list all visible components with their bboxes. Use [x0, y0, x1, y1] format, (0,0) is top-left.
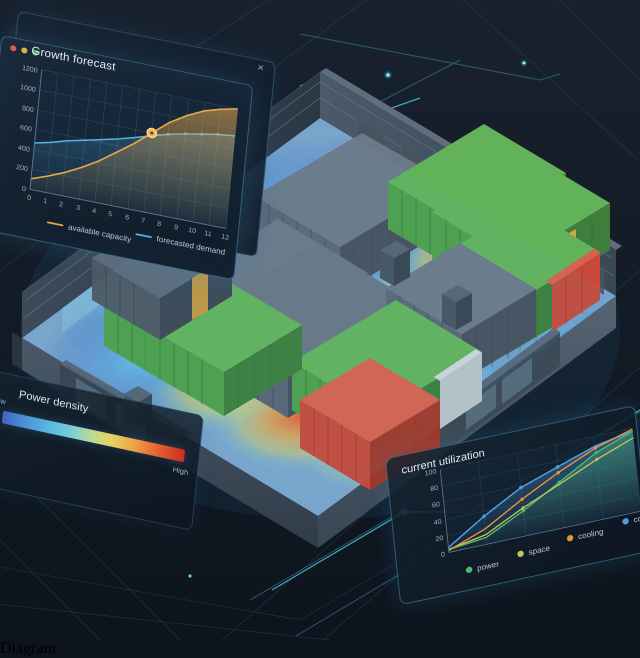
rack-row-green-h2 [146, 279, 302, 416]
close-icon[interactable]: × [256, 61, 265, 75]
current-utilization-chart: 0 20 40 60 80 100 power space cooling c [424, 427, 640, 573]
svg-text:0: 0 [27, 195, 32, 203]
legend-power: power [477, 559, 500, 572]
legend-cost: cost [633, 512, 640, 524]
growth-forecast-window: Growth forecast [0, 35, 254, 281]
svg-text:80: 80 [430, 485, 439, 493]
svg-text:1: 1 [43, 198, 48, 206]
svg-text:60: 60 [432, 501, 441, 509]
svg-text:4: 4 [92, 208, 97, 216]
power-density-gradient-bar [1, 410, 186, 463]
growth-forecast-panel[interactable]: × Growth forecast [0, 8, 277, 304]
svg-text:3: 3 [76, 205, 81, 213]
svg-text:600: 600 [20, 124, 32, 133]
power-density-title: Power density [18, 388, 89, 416]
svg-text:800: 800 [22, 105, 34, 114]
current-utilization-panel[interactable]: current utilization [385, 404, 640, 640]
svg-text:400: 400 [18, 145, 30, 154]
legend-available-capacity: available capacity [68, 223, 132, 244]
datacenter-visualization: × Growth forecast [0, 0, 640, 640]
power-density-high-label: High [172, 464, 189, 477]
svg-text:6: 6 [125, 214, 130, 222]
legend-forecasted-demand: forecasted demand [156, 234, 225, 256]
svg-text:20: 20 [435, 535, 444, 543]
svg-text:1200: 1200 [22, 65, 38, 75]
window-close-dot[interactable] [10, 44, 17, 52]
svg-text:2: 2 [59, 201, 64, 209]
svg-text:1000: 1000 [20, 84, 36, 94]
svg-text:0: 0 [441, 551, 446, 559]
svg-text:0: 0 [22, 186, 27, 194]
svg-text:7: 7 [141, 218, 146, 226]
svg-text:10: 10 [188, 227, 197, 235]
svg-text:5: 5 [108, 211, 113, 219]
current-utilization-card: current utilization [385, 404, 640, 606]
power-density-low-label: Low [0, 394, 7, 407]
window-minimize-dot[interactable] [21, 46, 28, 54]
legend-space: space [528, 543, 551, 556]
svg-text:100: 100 [424, 468, 436, 477]
svg-text:12: 12 [221, 234, 230, 242]
svg-text:9: 9 [174, 224, 179, 232]
svg-text:200: 200 [16, 164, 28, 173]
svg-text:11: 11 [204, 230, 212, 238]
svg-text:40: 40 [434, 519, 443, 527]
legend-cooling: cooling [578, 527, 604, 541]
svg-text:8: 8 [157, 221, 162, 229]
